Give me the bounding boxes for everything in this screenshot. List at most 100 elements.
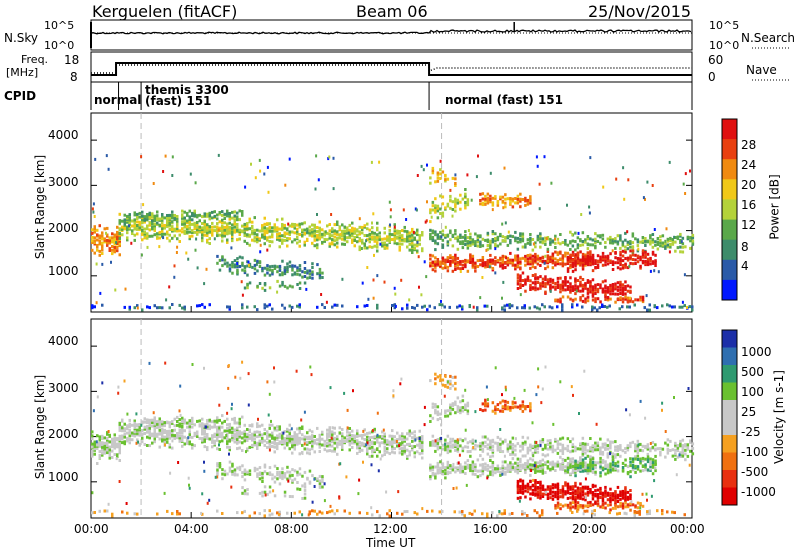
power-noise: [389, 208, 392, 212]
power-cell: [146, 224, 149, 228]
power-cell: [441, 211, 445, 215]
velocity-cell: [586, 463, 590, 467]
velocity-cell: [504, 471, 507, 474]
velocity-cell: [579, 456, 582, 460]
velocity-cell: [611, 460, 615, 464]
velocity-cell: [606, 452, 610, 456]
power-cell: [611, 263, 615, 266]
power-cell: [176, 229, 179, 233]
power-cell: [153, 304, 156, 308]
velocity-cell: [356, 446, 359, 450]
velocity-cell: [496, 435, 500, 439]
velocity-cell: [146, 430, 149, 434]
velocity-cell: [574, 470, 577, 474]
power-cell: [619, 253, 622, 257]
velocity-cell: [236, 466, 239, 470]
velocity-cell: [564, 465, 567, 469]
velocity-cell: [421, 446, 424, 450]
velocity-cell: [466, 463, 470, 467]
power-cell: [233, 218, 236, 222]
velocity-cell: [564, 481, 567, 485]
velocity-cell: [263, 490, 267, 494]
power-cell: [524, 196, 527, 200]
power-noise: [668, 250, 671, 254]
power-cell: [91, 235, 94, 239]
power-cell: [651, 250, 655, 254]
power-cell: [318, 271, 322, 275]
velocity-cell: [228, 438, 231, 442]
power-cell: [236, 218, 239, 222]
velocity-cell: [449, 465, 452, 469]
power-cell: [366, 304, 369, 307]
power-cell: [429, 264, 432, 268]
power-cell: [656, 306, 659, 310]
power-cell: [353, 227, 356, 231]
power-cell: [156, 232, 159, 236]
velocity-cell: [376, 447, 379, 451]
power-cell: [546, 265, 550, 269]
velocity-cell: [396, 438, 399, 442]
power-cell: [469, 253, 472, 257]
velocity-cell: [449, 464, 452, 468]
power-cell: [151, 215, 154, 219]
power-cell: [246, 227, 249, 231]
power-cell: [251, 265, 254, 269]
power-cell: [93, 236, 96, 240]
power-cell: [569, 253, 572, 257]
power-cell: [311, 262, 314, 266]
velocity-cell: [484, 408, 487, 412]
power-noise: [501, 296, 503, 300]
power-cell: [599, 300, 602, 304]
velocity-cell: [626, 465, 630, 469]
velocity-cell: [273, 436, 276, 440]
power-cell: [316, 235, 319, 239]
velocity-cell: [106, 447, 109, 451]
power-cell: [449, 198, 452, 202]
velocity-cell: [529, 479, 532, 483]
power-cell: [118, 235, 121, 238]
velocity-cell: [566, 448, 570, 452]
power-cell: [398, 237, 401, 241]
power-noise: [267, 190, 270, 194]
power-cell: [363, 224, 366, 228]
power-noise: [668, 160, 671, 164]
velocity-cell: [491, 468, 495, 472]
power-cell: [226, 264, 229, 268]
power-cell: [118, 242, 121, 246]
velocity-cell: [609, 496, 612, 500]
velocity-cell: [654, 447, 657, 451]
power-cell: [561, 288, 565, 292]
power-cell: [526, 254, 530, 257]
power-cell: [596, 259, 600, 263]
velocity-cell: [201, 424, 204, 428]
power-cell: [654, 240, 657, 244]
velocity-cell: [649, 457, 652, 461]
velocity-cell: [246, 447, 249, 451]
power-cell: [198, 230, 201, 234]
power-cell: [211, 233, 214, 237]
power-cell: [664, 245, 667, 249]
velocity-cell: [321, 480, 324, 484]
velocity-cell: [624, 499, 627, 503]
power-noise: [451, 214, 454, 218]
power-cell: [621, 254, 625, 258]
power-cell: [96, 245, 99, 249]
power-cell: [624, 292, 627, 296]
velocity-cell: [341, 428, 344, 431]
velocity-cell: [526, 490, 530, 494]
power-cell: [216, 254, 219, 258]
velocity-cell: [343, 436, 346, 440]
power-noise: [408, 298, 411, 302]
velocity-cell: [303, 496, 307, 500]
power-cell: [156, 214, 159, 218]
velocity-cell: [521, 445, 525, 448]
velocity-cell: [526, 405, 530, 408]
power-cell: [486, 196, 490, 200]
power-cell: [456, 201, 460, 205]
velocity-cell: [141, 440, 144, 444]
velocity-cell: [591, 494, 595, 498]
velocity-cell: [541, 453, 545, 457]
velocity-cell: [609, 440, 612, 444]
power-cell: [491, 260, 495, 264]
velocity-cell: [599, 450, 602, 454]
